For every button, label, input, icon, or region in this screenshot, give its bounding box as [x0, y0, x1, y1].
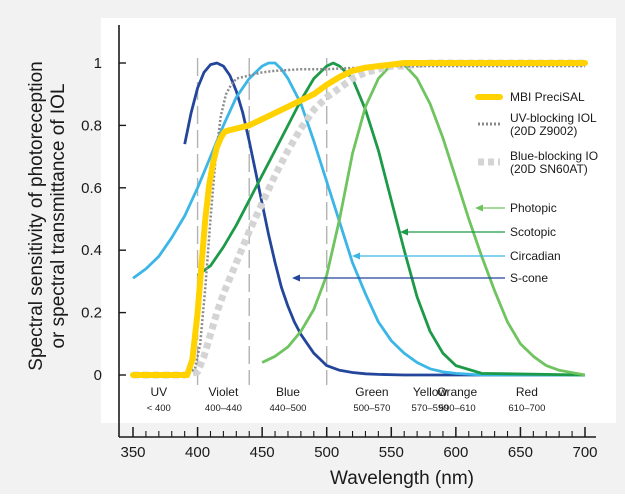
annotation-arrowhead-circadian — [352, 252, 360, 260]
curve-annotations: Photopic Scotopic Circadian S-cone — [292, 201, 561, 285]
series-photopic — [261, 61, 586, 377]
band-range-green: 500–570 — [353, 403, 390, 414]
band-label-red: Red — [516, 385, 538, 399]
band-label-uv: UV — [150, 385, 167, 399]
annotation-label-circadian: Circadian — [510, 249, 561, 263]
x-axis-title: Wavelength (nm) — [330, 468, 474, 489]
band-range-red: 610–700 — [508, 403, 545, 414]
annotation-arrowhead-s-cone — [292, 274, 300, 282]
y-tick-label: 0 — [94, 367, 102, 384]
band-label-orange: Orange — [437, 385, 477, 399]
x-tick-label: 350 — [120, 444, 145, 461]
annotation-label-s-cone: S-cone — [510, 271, 548, 285]
band-label-green: Green — [355, 385, 388, 399]
band-range-blue: 440–500 — [269, 403, 306, 414]
x-tick-label: 400 — [185, 444, 210, 461]
legend-label: MBI PreciSAL — [510, 90, 585, 104]
legend-label: UV-blocking IOL — [510, 111, 597, 125]
y-tick-label: 0.6 — [81, 180, 102, 197]
y-tick-label: 0.4 — [81, 242, 102, 259]
x-tick-label: 700 — [572, 444, 597, 461]
y-tick-label: 0.8 — [81, 117, 102, 134]
band-label-violet: Violet — [208, 385, 238, 399]
legend-label: (20D Z9002) — [510, 124, 577, 138]
x-tick-label: 550 — [379, 444, 404, 461]
band-label-yellow: Yellow — [413, 385, 448, 399]
series-layer — [130, 59, 588, 379]
legend-label: (20D SN60AT) — [510, 162, 588, 176]
y-axis-title: Spectral sensitivity of photoreception o… — [26, 61, 69, 370]
y-tick-label: 1 — [94, 55, 102, 72]
series-circadian — [132, 61, 585, 377]
annotation-arrowhead-scotopic — [400, 228, 408, 236]
legend-label: Blue-blocking IO — [510, 149, 598, 163]
y-axis-title-line1: Spectral sensitivity of photoreception — [26, 61, 47, 370]
x-tick-label: 500 — [314, 444, 339, 461]
annotation-label-photopic: Photopic — [510, 201, 557, 215]
x-tick-label: 650 — [508, 444, 533, 461]
x-tick-label: 450 — [250, 444, 275, 461]
y-axis-title-line2: or spectral transmittance of IOL — [48, 83, 69, 348]
series-scotopic — [196, 61, 586, 377]
band-range-yellow: 570–590 — [412, 403, 449, 414]
legend: MBI PreciSAL UV-blocking IOL(20D Z9002) Bl… — [475, 90, 598, 176]
band-label-blue: Blue — [276, 385, 300, 399]
series-uv-blocking-iol-20d-z9002 — [133, 64, 585, 377]
annotation-arrowhead-photopic — [475, 204, 483, 212]
x-tick-label: 600 — [443, 444, 468, 461]
series-s-cone — [183, 61, 585, 377]
plot-background — [101, 18, 616, 423]
band-range-uv: < 400 — [147, 403, 171, 414]
band-labels: UV < 400 Violet 400–440 Blue 440–500 Green 500–… — [147, 385, 546, 414]
band-range-violet: 400–440 — [205, 403, 242, 414]
y-tick-label: 0.2 — [81, 305, 102, 322]
series-mbi-precisal — [130, 60, 588, 378]
axes-layer: 0 0.2 0.4 0.6 0.8 1 350 400 450 500 550 600 650 700 — [81, 25, 598, 461]
band-range-orange: 590–610 — [439, 403, 476, 414]
annotation-label-scotopic: Scotopic — [510, 225, 556, 239]
